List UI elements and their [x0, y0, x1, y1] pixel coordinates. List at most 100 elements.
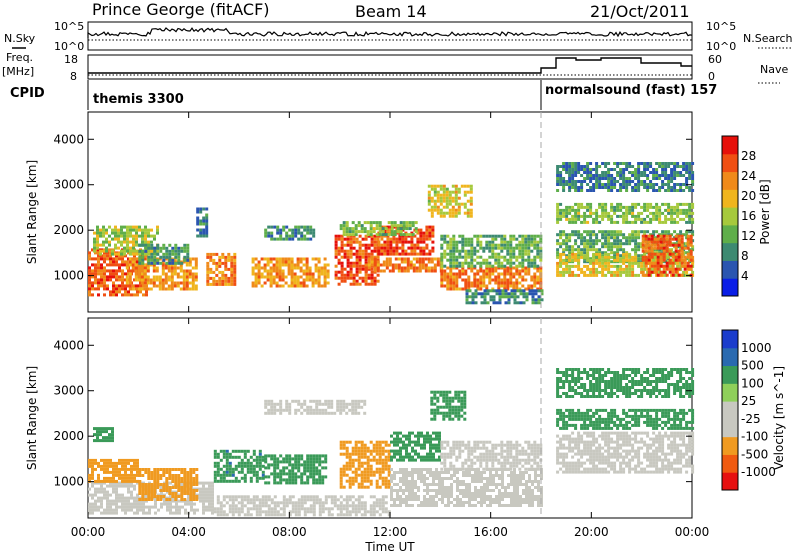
heatmap-cell	[91, 511, 94, 515]
heatmap-cell	[497, 258, 501, 262]
heatmap-cell	[668, 243, 672, 247]
heatmap-cell	[303, 237, 307, 241]
heatmap-cell	[664, 217, 668, 221]
heatmap-cell	[619, 248, 623, 252]
heatmap-cell	[94, 266, 97, 270]
heatmap-cell	[171, 249, 175, 253]
heatmap-cell	[267, 495, 271, 499]
heatmap-cell	[206, 261, 210, 265]
heatmap-cell	[142, 284, 145, 288]
heatmap-cell	[515, 281, 519, 285]
heatmap-cell	[497, 255, 501, 259]
heatmap-cell	[658, 189, 662, 192]
heatmap-cell	[613, 233, 617, 237]
heatmap-cell	[117, 231, 120, 235]
heatmap-cell	[556, 264, 560, 268]
heatmap-cell	[330, 507, 334, 511]
heatmap-cell	[109, 464, 112, 468]
heatmap-cell	[439, 184, 443, 188]
heatmap-cell	[297, 454, 301, 458]
heatmap-cell	[524, 278, 528, 282]
heatmap-cell	[637, 180, 641, 183]
heatmap-cell	[476, 269, 480, 273]
heatmap-cell	[619, 189, 623, 192]
heatmap-cell	[254, 272, 258, 276]
heatmap-cell	[643, 202, 647, 206]
heatmap-cell	[282, 228, 286, 232]
heatmap-cell	[297, 402, 301, 406]
heatmap-cell	[297, 466, 301, 470]
heatmap-cell	[351, 495, 355, 499]
heatmap-cell	[521, 243, 525, 247]
heatmap-cell	[647, 252, 651, 256]
heatmap-cell	[536, 287, 540, 291]
heatmap-cell	[300, 498, 304, 502]
heatmap-cell	[309, 469, 313, 473]
heatmap-cell	[162, 483, 166, 486]
heatmap-cell	[634, 214, 638, 218]
heatmap-cell	[124, 499, 127, 503]
heatmap-cell	[680, 234, 684, 238]
heatmap-cell	[357, 411, 361, 415]
heatmap-cell	[339, 446, 343, 450]
heatmap-cell	[442, 211, 446, 215]
heatmap-cell	[188, 269, 192, 273]
heatmap-cell	[521, 237, 525, 241]
heatmap-cell	[676, 183, 680, 186]
heatmap-cell	[479, 261, 483, 265]
heatmap-cell	[233, 282, 237, 286]
heatmap-cell	[315, 402, 319, 406]
heatmap-cell	[457, 202, 461, 206]
heatmap-cell	[285, 498, 289, 502]
heatmap-cell	[327, 513, 331, 517]
heatmap-cell	[598, 165, 602, 168]
heatmap-cell	[221, 273, 225, 277]
heatmap-cell	[225, 479, 229, 483]
heatmap-cell	[631, 264, 635, 268]
heatmap-cell	[458, 249, 462, 253]
heatmap-cell	[153, 486, 157, 489]
heatmap-cell	[291, 466, 295, 470]
heatmap-cell	[494, 278, 498, 282]
heatmap-cell	[463, 202, 467, 206]
heatmap-cell	[142, 508, 145, 512]
heatmap-cell	[334, 276, 338, 280]
heatmap-cell	[285, 402, 289, 406]
heatmap-cell	[275, 263, 279, 267]
heatmap-cell	[215, 252, 219, 256]
heatmap-cell	[340, 234, 344, 238]
heatmap-cell	[205, 487, 208, 491]
heatmap-cell	[556, 174, 560, 177]
heatmap-cell	[664, 208, 668, 212]
heatmap-cell	[616, 252, 620, 256]
heatmap-cell	[401, 252, 405, 256]
heatmap-cell	[273, 402, 277, 406]
heatmap-cell	[676, 211, 680, 215]
heatmap-cell	[246, 449, 250, 453]
heatmap-cell	[240, 510, 244, 514]
heatmap-cell	[607, 177, 611, 180]
heatmap-cell	[634, 248, 638, 252]
heatmap-cell	[598, 252, 602, 256]
heatmap-cell	[577, 186, 581, 189]
heatmap-cell	[255, 495, 259, 499]
heatmap-cell	[121, 499, 124, 503]
heatmap-cell	[139, 284, 142, 288]
heatmap-cell	[521, 269, 525, 273]
heatmap-cell	[428, 228, 432, 232]
heatmap-cell	[297, 460, 301, 464]
heatmap-cell	[323, 272, 327, 276]
heatmap-cell	[473, 264, 477, 268]
heatmap-cell	[661, 171, 665, 174]
heatmap-cell	[494, 246, 498, 250]
heatmap-cell	[586, 248, 590, 252]
heatmap-cell	[135, 252, 138, 256]
heatmap-cell	[96, 225, 99, 229]
heatmap-cell	[583, 211, 587, 215]
heatmap-cell	[586, 162, 590, 165]
heatmap-cell	[580, 220, 584, 224]
heatmap-cell	[637, 260, 641, 264]
heatmap-cell	[225, 449, 229, 453]
heatmap-cell	[449, 261, 453, 265]
heatmap-cell	[94, 458, 97, 462]
